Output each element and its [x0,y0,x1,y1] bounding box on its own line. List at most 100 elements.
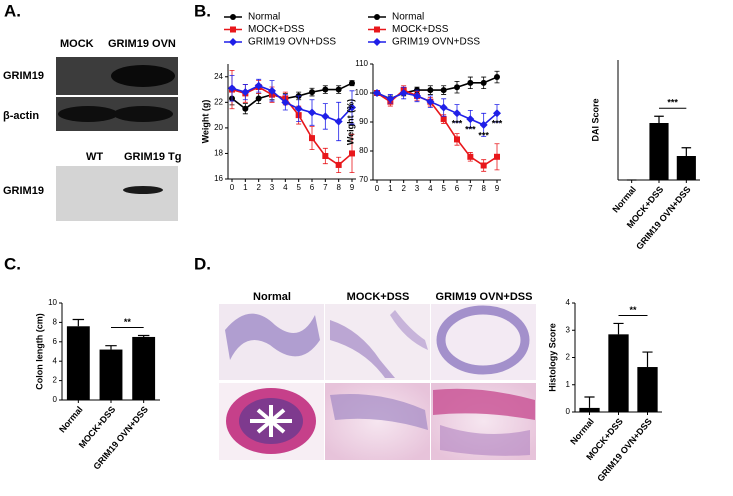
marker [440,116,447,123]
x-tick-label: 6 [455,184,460,193]
x-tick-label: Normal [57,404,85,434]
y-axis-title: Weight (g) [200,100,210,144]
legend-marker [230,26,236,33]
error-bar [654,115,664,123]
y-tick-label: 6 [53,337,58,346]
y-tick-label: 70 [359,175,368,184]
x-tick-label: 2 [256,183,261,192]
x-tick-label: GRIM19 OVN+DSS [634,184,693,251]
error-bar [137,334,150,337]
marker [255,95,262,102]
marker [322,153,329,159]
lane-label: GRIM19 OVN [108,38,176,50]
blot-image [56,57,178,131]
x-tick-label: 6 [310,183,315,192]
panel-label: C. [4,254,21,273]
marker [254,81,263,90]
y-tick-label: 22 [214,97,223,106]
marker [349,80,355,87]
legend-label: Normal [248,12,280,23]
x-tick-label: Normal [610,184,638,214]
x-tick-label: 5 [296,183,301,192]
error-bar [72,318,85,327]
bar [649,123,669,180]
marker [413,91,421,100]
y-tick-label: 0 [53,395,58,404]
y-tick-label: 8 [53,318,58,327]
marker [242,105,249,112]
marker [454,136,460,143]
row-label: β-actin [3,110,39,122]
marker [479,120,488,129]
x-tick-label: 3 [270,183,275,192]
x-tick-label: Normal [568,416,596,446]
error-bar [681,147,692,156]
significance-label: ** [629,305,637,315]
bar [676,156,696,180]
marker [373,89,381,97]
y-tick-label: 110 [355,59,368,68]
y-tick-label: 4 [566,298,571,307]
marker [335,161,342,168]
row-label: GRIM19 [3,70,44,82]
marker [268,86,276,95]
x-tick-label: 4 [428,184,433,193]
bar [132,336,156,400]
x-tick-label: 0 [230,183,235,192]
marker [480,79,487,86]
y-tick-label: 20 [214,123,223,132]
legend-label: GRIM19 OVN+DSS [392,37,480,48]
image-column-label: MOCK+DSS [347,291,410,303]
y-tick-label: 4 [53,356,58,365]
y-tick-label: 16 [214,174,223,183]
legend-marker [373,38,381,46]
row-label: GRIM19 [3,185,44,197]
marker [308,108,316,117]
x-tick-label: 3 [415,184,420,193]
marker [439,103,448,112]
y-tick-label: 18 [214,149,223,158]
image-column-label: Normal [253,291,291,303]
marker [335,86,342,93]
marker [322,86,329,93]
legend-label: MOCK+DSS [248,24,305,35]
lane-label: MOCK [60,38,94,50]
marker [493,109,501,118]
blot-image [56,166,178,221]
marker [241,88,250,97]
lane-label: GRIM19 Tg [124,151,181,163]
image-column-label: GRIM19 OVN+DSS [436,291,533,303]
x-tick-label: 8 [481,184,486,193]
bar [637,367,658,412]
lane-label: WT [86,151,103,163]
marker [453,109,461,118]
series-line [376,76,498,100]
series-line [376,89,498,167]
marker [399,89,408,97]
x-tick-label: 9 [495,184,500,193]
bar [579,407,600,412]
y-axis-title: Weight (%) [345,99,355,145]
y-tick-label: 3 [566,325,571,334]
x-tick-label: 7 [468,184,473,193]
legend-label: Normal [392,12,424,23]
error-bar [642,351,653,368]
x-tick-label: 8 [336,183,341,192]
error-bar [613,322,624,335]
y-tick-label: 0 [566,407,571,416]
y-tick-label: 2 [566,353,571,362]
x-tick-label: 5 [441,184,446,193]
bar [66,326,90,400]
annotation: *** [465,124,476,134]
legend-marker [374,26,380,33]
error-bar [105,345,117,350]
legend-marker [230,14,236,20]
marker [349,150,355,157]
x-tick-label: 1 [388,184,393,193]
marker [348,103,356,112]
marker [427,87,434,94]
y-tick-label: 90 [359,117,368,126]
x-tick-label: 4 [283,183,288,192]
marker [494,153,500,160]
